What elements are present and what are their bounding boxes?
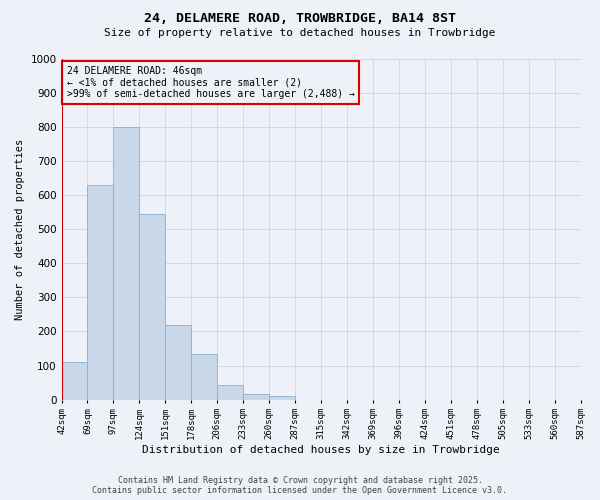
Bar xyxy=(88,185,113,400)
Bar xyxy=(243,394,269,400)
Text: 24, DELAMERE ROAD, TROWBRIDGE, BA14 8ST: 24, DELAMERE ROAD, TROWBRIDGE, BA14 8ST xyxy=(144,12,456,26)
Text: Contains HM Land Registry data © Crown copyright and database right 2025.
Contai: Contains HM Land Registry data © Crown c… xyxy=(92,476,508,495)
Bar xyxy=(113,127,139,400)
Bar xyxy=(139,214,166,400)
Bar xyxy=(217,386,243,400)
Text: 24 DELAMERE ROAD: 46sqm
← <1% of detached houses are smaller (2)
>99% of semi-de: 24 DELAMERE ROAD: 46sqm ← <1% of detache… xyxy=(67,66,355,99)
X-axis label: Distribution of detached houses by size in Trowbridge: Distribution of detached houses by size … xyxy=(142,445,500,455)
Bar xyxy=(62,362,88,400)
Bar xyxy=(191,354,217,400)
Bar xyxy=(166,324,191,400)
Bar xyxy=(269,396,295,400)
Y-axis label: Number of detached properties: Number of detached properties xyxy=(15,138,25,320)
Text: Size of property relative to detached houses in Trowbridge: Size of property relative to detached ho… xyxy=(104,28,496,38)
